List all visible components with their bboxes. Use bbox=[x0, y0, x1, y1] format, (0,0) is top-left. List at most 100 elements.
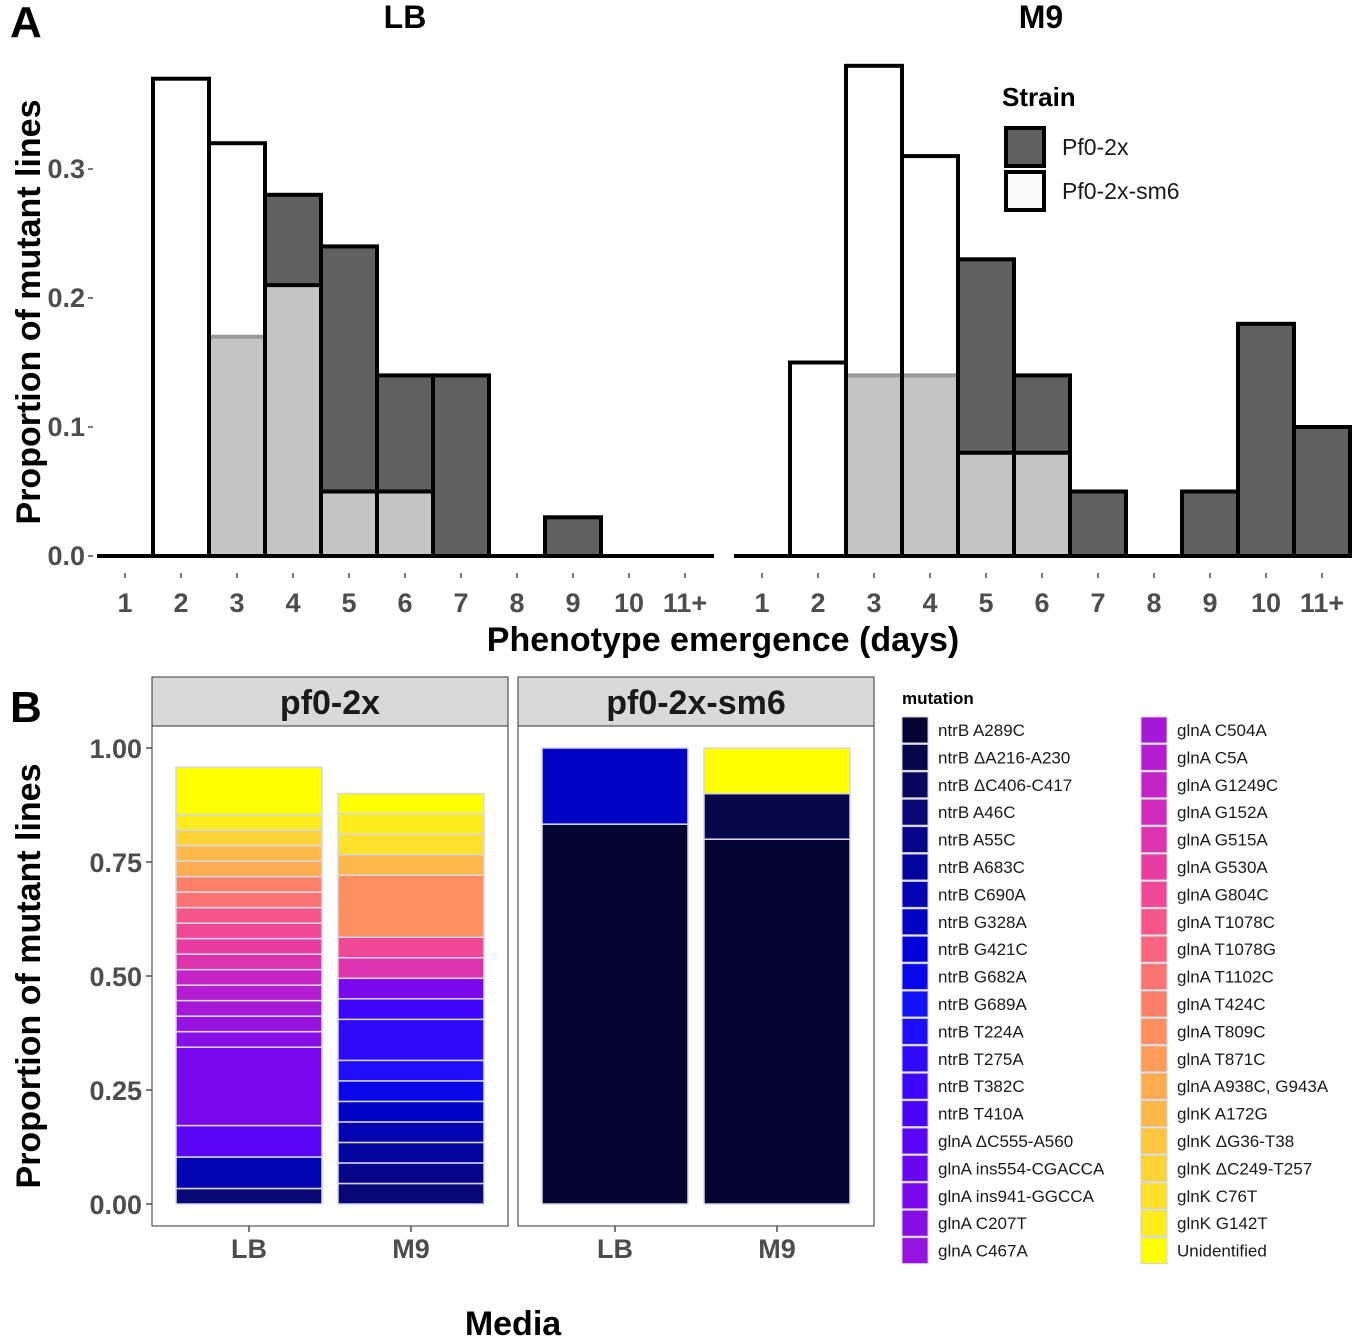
histogram-m9-facet: 1 2 3 4 5 6 7 8 9 10 11+ bbox=[734, 63, 1352, 618]
histogram-overlap-lb-3 bbox=[209, 336, 265, 556]
mutation-legend-label: ntrB G328A bbox=[938, 913, 1027, 932]
histogram-bar-outline-m9-7 bbox=[1068, 489, 1128, 558]
histogram-x-tick-label: 6 bbox=[1034, 588, 1049, 618]
stack-segment-pf0-2x-lb-glna-g1249c bbox=[175, 968, 323, 986]
mutation-legend-label: glnA T1102C bbox=[1177, 968, 1274, 987]
mutation-legend-key-ntrb-t382c bbox=[901, 1072, 929, 1100]
mutation-legend-label: glnA ins941-GGCCA bbox=[938, 1187, 1095, 1206]
stack-segment-pf0-2x-sm6-m9-unidentified bbox=[703, 747, 851, 795]
stack-segment-pf0-2x-sm6-m9-ntrb-a289c bbox=[703, 838, 851, 1205]
histogram-x-tick-label: 3 bbox=[229, 588, 244, 618]
histogram-x-tick-label: 7 bbox=[1090, 588, 1105, 618]
histogram-bar-lb-7 bbox=[433, 375, 489, 556]
strain-legend-label-pf0-2x: Pf0-2x bbox=[1062, 134, 1129, 160]
mutation-legend-key-glna-t1078g bbox=[1140, 935, 1168, 963]
histogram-overlap-m9-4 bbox=[902, 375, 958, 556]
stack-segment-pf0-2x-lb-glna-ins941-ggcca bbox=[175, 1046, 323, 1127]
mutation-legend-label: ntrB A55C bbox=[938, 831, 1016, 850]
mutation-legend-label: glnK C76T bbox=[1177, 1187, 1257, 1206]
histogram-overlap-m9-6 bbox=[1014, 452, 1070, 556]
mutation-legend-key-glna-c207t bbox=[901, 1209, 929, 1237]
mutation-legend: ntrB A289C ntrB ΔA216-A230 ntrB ΔC406-C417… bbox=[901, 716, 1329, 1265]
mutation-legend-key-glna-c504a bbox=[1140, 716, 1168, 744]
histogram-x-tick-label: 10 bbox=[1251, 588, 1281, 618]
mutation-legend-label: glnA ins554-CGACCA bbox=[938, 1159, 1105, 1178]
stack-segment-pf0-2x-m9-ntrb-c690a bbox=[337, 1121, 485, 1144]
mutation-legend-key-glna-g530a bbox=[1140, 853, 1168, 881]
mutation-legend-key-ntrb-t410a bbox=[901, 1100, 929, 1128]
stacked-x-tick-label: M9 bbox=[392, 1234, 430, 1264]
histogram-overlap-m9-3 bbox=[846, 375, 902, 556]
mutation-legend-label: glnA G804C bbox=[1177, 885, 1269, 904]
histogram-x-tick-label: 3 bbox=[866, 588, 881, 618]
stack-segment-pf0-2x-lb-ntrb-c690a bbox=[175, 1156, 323, 1190]
stack-segment-pf0-2x-lb-glna-t1102c bbox=[175, 891, 323, 909]
histogram-bar-outline-lb-7 bbox=[431, 373, 491, 558]
histogram-y-tick-label: 0.2 bbox=[47, 283, 85, 313]
mutation-legend-key-glna-c555-a560 bbox=[901, 1127, 929, 1155]
histogram-x-tick-label: 2 bbox=[173, 588, 188, 618]
mutation-legend-label: glnK ΔC249-T257 bbox=[1177, 1159, 1312, 1178]
mutation-legend-key-glnk-g36-t38 bbox=[1140, 1127, 1168, 1155]
stack-segment-pf0-2x-lb-glna-g804c bbox=[175, 922, 323, 940]
histogram-x-tick-label: 5 bbox=[978, 588, 993, 618]
strain-legend-key-pf0-2x bbox=[1004, 126, 1046, 168]
facet-strip-label-pf0-2x-sm6: pf0-2x-sm6 bbox=[606, 684, 786, 722]
mutation-legend-key-glna-ins941-ggcca bbox=[901, 1182, 929, 1210]
stacked-y-tick-label: 0.75 bbox=[89, 848, 142, 878]
mutation-legend-key-glna-g1249c bbox=[1140, 771, 1168, 799]
stack-segment-pf0-2x-m9-ntrb-t382c bbox=[337, 998, 485, 1021]
mutation-legend-key-glna-t1078c bbox=[1140, 908, 1168, 936]
histogram-bar-outline-m9-6 bbox=[1012, 373, 1072, 558]
stack-segment-pf0-2x-m9-ntrb-g328a bbox=[337, 1100, 485, 1123]
mutation-legend-key-ntrb-g421c bbox=[901, 935, 929, 963]
mutation-legend-label: glnA G515A bbox=[1177, 831, 1268, 850]
stack-segment-pf0-2x-lb-ntrb-a46c bbox=[175, 1187, 323, 1205]
mutation-legend-label: Unidentified bbox=[1177, 1242, 1267, 1261]
mutation-legend-key-glna-g804c bbox=[1140, 880, 1168, 908]
stacked-y-axis: 0.00 0.25 0.50 0.75 1.00 bbox=[89, 734, 152, 1220]
histogram-x-tick-label: 5 bbox=[341, 588, 356, 618]
stack-segment-pf0-2x-lb-glna-t1078c bbox=[175, 906, 323, 924]
mutation-legend-label: glnK A172G bbox=[1177, 1105, 1268, 1124]
mutation-legend-label: glnA T871C bbox=[1177, 1050, 1266, 1069]
strain-legend: Strain Pf0-2x Pf0-2x-sm6 bbox=[1002, 82, 1180, 212]
mutation-legend-label: glnA G1249C bbox=[1177, 776, 1278, 795]
mutation-legend-title: mutation bbox=[902, 689, 974, 708]
mutation-legend-label: ntrB G682A bbox=[938, 968, 1027, 987]
mutation-legend-key-ntrb-t275a bbox=[901, 1045, 929, 1073]
stacked-x-axis: LB M9 LB M9 bbox=[231, 1226, 796, 1264]
histogram-x-tick-label: 9 bbox=[1202, 588, 1217, 618]
histogram-overlap-lb-4 bbox=[265, 285, 321, 556]
mutation-legend-label: glnA G152A bbox=[1177, 803, 1268, 822]
mutation-legend-key-ntrb-g689a bbox=[901, 990, 929, 1018]
histogram-y-axis: 0.0 0.1 0.2 0.3 bbox=[47, 154, 93, 571]
histogram-x-tick-label: 1 bbox=[117, 588, 132, 618]
stacked-x-tick-label: LB bbox=[231, 1234, 267, 1264]
histogram-x-tick-label: 8 bbox=[509, 588, 524, 618]
mutation-legend-key-glnk-c76t bbox=[1140, 1182, 1168, 1210]
strain-legend-key-pf0-2x-sm6 bbox=[1004, 170, 1046, 212]
stack-segment-pf0-2x-m9-ntrb-t224a bbox=[337, 1059, 485, 1082]
mutation-legend-label: glnA C207T bbox=[938, 1214, 1027, 1233]
mutation-legend-label: ntrB T410A bbox=[938, 1105, 1024, 1124]
stack-segment-pf0-2x-m9-glnk-a172g bbox=[337, 853, 485, 876]
stacked-bars bbox=[175, 747, 851, 1205]
stack-segment-pf0-2x-lb-glna-g515a bbox=[175, 953, 323, 971]
histogram-overlap-lb-5 bbox=[321, 491, 377, 556]
stacked-y-tick-label: 0.00 bbox=[89, 1190, 142, 1220]
mutation-legend-label: glnA C5A bbox=[1177, 748, 1249, 767]
mutation-legend-key-ntrb-t224a bbox=[901, 1017, 929, 1045]
panel-a: A LB M9 0.0 0.1 0.2 0.3 1 2 3 4 5 6 7 8 9 10 11+ 1 2 3 4… bbox=[10, 0, 1352, 659]
mutation-legend-key-ntrb-a683c bbox=[901, 853, 929, 881]
histogram-x-tick-label: 9 bbox=[565, 588, 580, 618]
mutation-legend-key-ntrb-c690a bbox=[901, 880, 929, 908]
histogram-bar-m9-7 bbox=[1070, 491, 1126, 556]
mutation-legend-key-glna-c5a bbox=[1140, 743, 1168, 771]
stacked-x-tick-label: M9 bbox=[758, 1234, 796, 1264]
histogram-y-tick-label: 0.3 bbox=[47, 154, 85, 184]
stack-segment-pf0-2x-lb-glna-c504a bbox=[175, 999, 323, 1017]
mutation-legend-key-glna-g152a bbox=[1140, 798, 1168, 826]
stack-segment-pf0-2x-lb-glna-t424c bbox=[175, 875, 323, 893]
mutation-legend-label: ntrB A46C bbox=[938, 803, 1016, 822]
